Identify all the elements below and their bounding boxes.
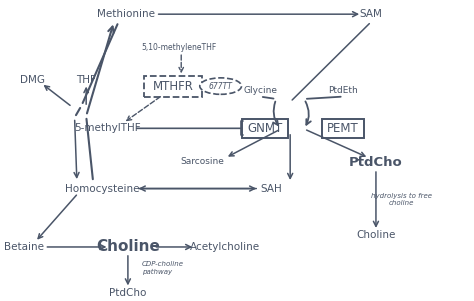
Text: hydrolysis to free
choline: hydrolysis to free choline [371, 193, 432, 206]
Text: SAH: SAH [261, 184, 283, 194]
Text: PtdCho: PtdCho [349, 156, 403, 169]
Text: PEMT: PEMT [327, 122, 359, 135]
Text: 5-methylTHF: 5-methylTHF [74, 123, 140, 133]
FancyBboxPatch shape [322, 119, 365, 138]
FancyBboxPatch shape [242, 119, 288, 138]
Text: Choline: Choline [356, 230, 396, 240]
Text: Methionine: Methionine [97, 9, 155, 19]
Text: MTHFR: MTHFR [153, 79, 193, 93]
Text: PtdCho: PtdCho [109, 288, 146, 298]
Text: Betaine: Betaine [4, 242, 44, 252]
Ellipse shape [200, 78, 241, 94]
Text: Glycine: Glycine [243, 86, 277, 95]
Text: Homocysteine: Homocysteine [65, 184, 140, 194]
Text: Choline: Choline [96, 240, 160, 254]
Text: PtdEth: PtdEth [328, 86, 358, 95]
Text: 5,10-methyleneTHF: 5,10-methyleneTHF [141, 43, 217, 52]
Text: Sarcosine: Sarcosine [180, 157, 224, 166]
Text: 677TT: 677TT [209, 82, 233, 91]
Text: CDP-choline
pathway: CDP-choline pathway [142, 261, 184, 275]
Text: Acetylcholine: Acetylcholine [190, 242, 260, 252]
Text: DMG: DMG [20, 75, 46, 85]
Text: THF: THF [76, 75, 96, 85]
Text: GNMT: GNMT [247, 122, 283, 135]
FancyBboxPatch shape [144, 76, 202, 97]
Text: SAM: SAM [360, 9, 383, 19]
